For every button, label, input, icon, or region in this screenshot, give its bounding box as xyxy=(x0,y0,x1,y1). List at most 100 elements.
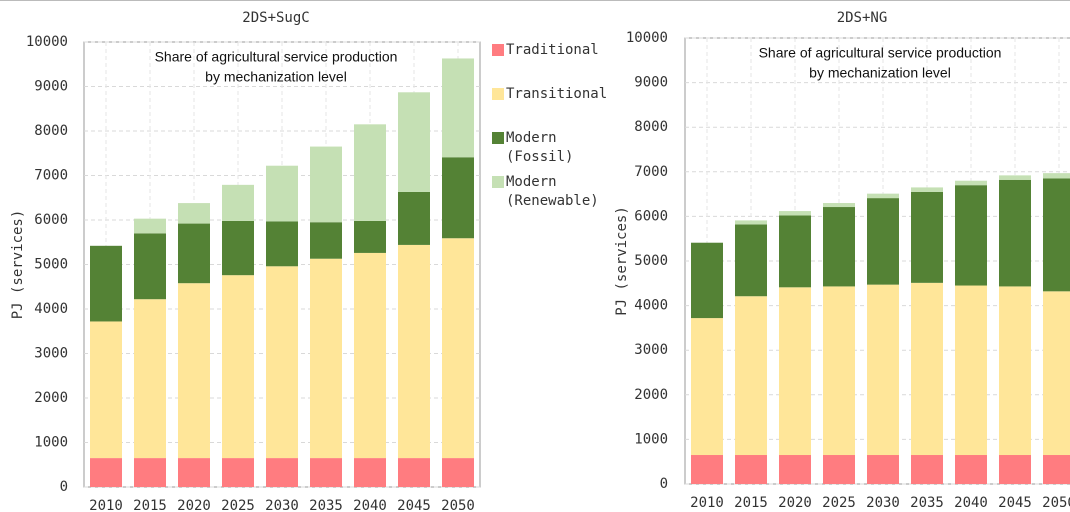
bar-segment xyxy=(999,179,1031,287)
bar-segment xyxy=(178,203,210,224)
bar-segment xyxy=(310,222,342,259)
bar-segment xyxy=(266,221,298,267)
bar-segment xyxy=(911,191,943,283)
bar-segment xyxy=(823,203,855,208)
x-tick-label: 2050 xyxy=(1042,495,1070,511)
bar-segment xyxy=(222,220,254,276)
bar-segment xyxy=(955,185,987,286)
legend-label: Transitional xyxy=(506,86,607,102)
bar-segment xyxy=(1043,291,1070,456)
x-tick-label: 2020 xyxy=(778,495,812,511)
bar-segment xyxy=(266,266,298,459)
bar-segment xyxy=(735,296,767,456)
y-tick-label: 1000 xyxy=(634,431,668,447)
x-tick-label: 2045 xyxy=(998,495,1032,511)
bar-segment xyxy=(911,455,943,484)
bar-segment xyxy=(354,458,386,487)
bar-segment xyxy=(1043,178,1070,292)
bar-segment xyxy=(90,245,122,322)
y-tick-label: 9000 xyxy=(34,79,68,95)
y-tick-label: 4000 xyxy=(34,301,68,317)
bar-segment xyxy=(823,207,855,287)
bar-segment xyxy=(310,458,342,487)
bar-segment xyxy=(867,284,899,456)
x-tick-label: 2010 xyxy=(89,498,123,512)
x-tick-label: 2025 xyxy=(221,498,255,512)
bar-segment xyxy=(823,286,855,456)
bar-segment xyxy=(442,157,474,239)
bar-segment xyxy=(442,58,474,158)
bar-segment xyxy=(90,458,122,487)
y-tick-label: 7000 xyxy=(34,168,68,184)
y-axis-label: PJ (services) xyxy=(614,206,630,316)
bar-segment xyxy=(266,458,298,487)
bar-segment xyxy=(398,92,430,192)
bar-segment xyxy=(354,124,386,221)
bar-segment xyxy=(1043,173,1070,179)
bar-segment xyxy=(999,455,1031,484)
y-tick-label: 4000 xyxy=(634,298,668,314)
chart-title: 2DS+NG xyxy=(837,10,888,26)
bar-segment xyxy=(90,321,122,459)
bar-segment xyxy=(398,191,430,245)
y-tick-label: 10000 xyxy=(26,34,68,50)
bar-segment xyxy=(442,458,474,487)
x-tick-label: 2010 xyxy=(690,495,724,511)
bar-segment xyxy=(823,455,855,484)
x-tick-label: 2040 xyxy=(954,495,988,511)
bar-segment xyxy=(222,275,254,459)
y-tick-label: 8000 xyxy=(34,123,68,139)
bar-segment xyxy=(691,242,723,319)
x-tick-label: 2045 xyxy=(397,498,431,512)
y-tick-label: 7000 xyxy=(634,164,668,180)
y-tick-label: 2000 xyxy=(34,390,68,406)
bar-segment xyxy=(178,223,210,284)
bar-segment xyxy=(735,455,767,484)
x-tick-label: 2035 xyxy=(309,498,343,512)
bar-segment xyxy=(691,318,723,456)
bar-segment xyxy=(442,238,474,459)
bar-segment xyxy=(867,455,899,484)
legend-label: Traditional xyxy=(506,42,599,58)
bar-segment xyxy=(178,283,210,459)
bar-segment xyxy=(779,287,811,456)
bar-segment xyxy=(955,180,987,186)
y-tick-label: 0 xyxy=(660,476,668,492)
y-tick-label: 0 xyxy=(60,479,68,495)
x-tick-label: 2015 xyxy=(133,498,167,512)
y-tick-label: 5000 xyxy=(34,257,68,273)
bar-segment xyxy=(691,455,723,484)
annotation: Share of agricultural service production xyxy=(155,49,398,65)
y-axis-label: PJ (services) xyxy=(10,210,26,320)
bar-segment xyxy=(867,193,899,199)
x-tick-label: 2020 xyxy=(177,498,211,512)
bar-segment xyxy=(398,244,430,459)
bar-segment xyxy=(134,299,166,459)
y-tick-label: 2000 xyxy=(634,387,668,403)
bar-segment xyxy=(354,220,386,253)
bar-segment xyxy=(867,198,899,285)
y-tick-label: 10000 xyxy=(626,30,668,46)
bar-segment xyxy=(779,211,811,216)
bar-segment xyxy=(911,282,943,456)
annotation: by mechanization level xyxy=(809,65,951,81)
bar-segment xyxy=(134,458,166,487)
legend-swatch xyxy=(492,44,504,56)
y-tick-label: 6000 xyxy=(634,208,668,224)
legend-swatch xyxy=(492,132,504,144)
y-tick-label: 5000 xyxy=(634,253,668,269)
bar-segment xyxy=(398,458,430,487)
bar-segment xyxy=(178,458,210,487)
x-tick-label: 2025 xyxy=(822,495,856,511)
bar-segment xyxy=(955,455,987,484)
legend-swatch xyxy=(492,176,504,188)
x-tick-label: 2015 xyxy=(734,495,768,511)
bar-segment xyxy=(222,458,254,487)
bar-segment xyxy=(310,146,342,223)
x-tick-label: 2035 xyxy=(910,495,944,511)
bar-segment xyxy=(999,286,1031,456)
bar-segment xyxy=(779,215,811,288)
y-tick-label: 3000 xyxy=(634,342,668,358)
y-tick-label: 6000 xyxy=(34,212,68,228)
